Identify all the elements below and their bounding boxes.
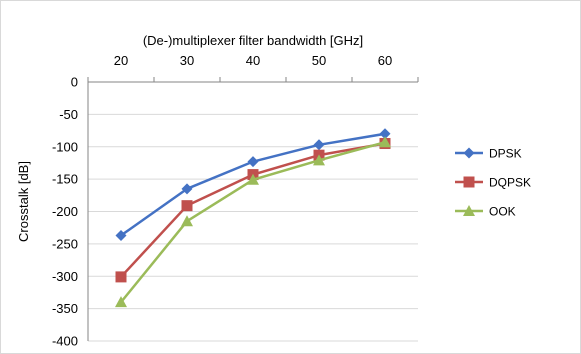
data-point xyxy=(181,183,193,195)
x-tick-label: 60 xyxy=(378,53,392,68)
y-tick-label: -300 xyxy=(52,269,78,284)
y-tick-label: -100 xyxy=(52,139,78,154)
data-point xyxy=(181,215,193,227)
y-tick-label: 0 xyxy=(71,75,78,90)
x-tick-label: 50 xyxy=(312,53,326,68)
data-point xyxy=(379,136,391,148)
grid-lines xyxy=(88,113,418,342)
y-tick-label: -200 xyxy=(52,204,78,219)
legend-entry-dpsk: DPSK xyxy=(455,147,522,161)
data-point xyxy=(115,271,127,283)
data-point xyxy=(115,229,127,241)
x-axis-title: (De-)multiplexer filter bandwidth [GHz] xyxy=(143,33,363,48)
series xyxy=(115,128,391,308)
x-tick-label: 40 xyxy=(246,53,260,68)
data-point xyxy=(313,139,325,151)
legend-label: DQPSK xyxy=(489,176,531,190)
y-tick-label: -250 xyxy=(52,236,78,251)
series-ook xyxy=(115,136,391,308)
series-dpsk xyxy=(115,128,391,241)
data-point xyxy=(247,173,259,185)
legend-marker xyxy=(463,147,475,159)
y-tick-label: -400 xyxy=(52,334,78,349)
legend-marker xyxy=(463,176,475,188)
legend-marker xyxy=(463,205,475,216)
y-axis-title: Crosstalk [dB] xyxy=(16,161,31,242)
legend-entry-dqpsk: DQPSK xyxy=(455,176,531,190)
data-point xyxy=(181,200,193,212)
data-point xyxy=(247,156,259,168)
data-point xyxy=(115,296,127,308)
legend: DPSK DQPSK OOK xyxy=(455,147,531,219)
data-point xyxy=(379,128,391,140)
axes: 0 -50 -100 -150 -200 -250 -300 -350 -400 20 30 40 50… xyxy=(52,53,419,349)
y-tick-label: -150 xyxy=(52,172,78,187)
x-tick-label: 30 xyxy=(180,53,194,68)
legend-entry-ook: OOK xyxy=(455,205,516,219)
y-tick-label: -50 xyxy=(59,107,78,122)
data-point xyxy=(313,154,325,166)
y-tick-label: -350 xyxy=(52,301,78,316)
legend-label: OOK xyxy=(489,205,516,219)
legend-label: DPSK xyxy=(489,147,522,161)
x-tick-label: 20 xyxy=(114,53,128,68)
